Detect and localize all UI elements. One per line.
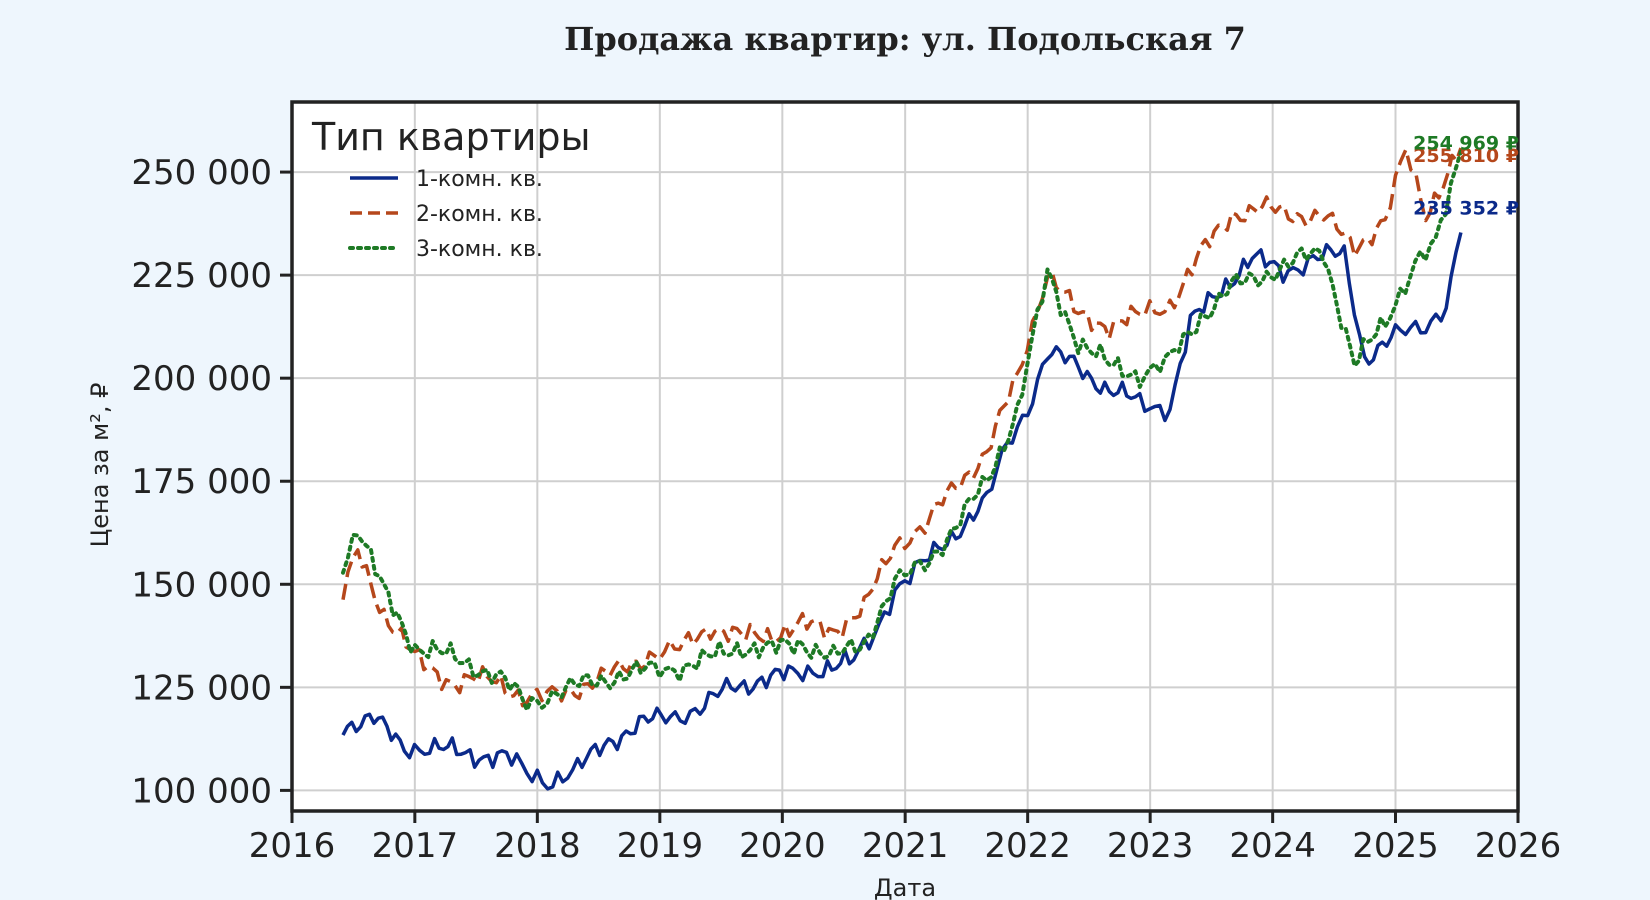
end-labels: 235 352 ₽ 255 810 ₽254 969 ₽ [1413, 133, 1519, 220]
y-tick-label: 125 000 [131, 668, 272, 708]
y-tick-label: 225 000 [131, 256, 272, 296]
legend-label: 3-комн. кв. [416, 237, 543, 262]
series-line-3 [341, 149, 1463, 712]
x-tick-label: 2017 [372, 826, 459, 866]
legend-title: Тип квартиры [311, 115, 591, 159]
end-value-label: 254 969 ₽ [1413, 133, 1519, 155]
end-value-label: 255 810 ₽ [1413, 145, 1519, 167]
x-tick-label: 2025 [1352, 826, 1439, 866]
legend-label: 1-комн. кв. [416, 167, 543, 192]
series-line-1 [341, 232, 1463, 791]
x-tick-label: 2018 [494, 826, 581, 866]
legend: Тип квартиры 1-комн. кв. 2-комн. кв. 3-ком… [311, 115, 591, 262]
x-axis: 2016 2017 2018 2019 2020 2021 2022 2023 2024 2025… [249, 811, 1562, 866]
x-tick-label: 2016 [249, 826, 336, 866]
series-line-2 [341, 147, 1463, 708]
y-tick-label: 175 000 [131, 462, 272, 502]
x-tick-label: 2024 [1229, 826, 1316, 866]
x-tick-label: 2021 [862, 826, 949, 866]
series [341, 147, 1463, 791]
y-tick-label: 100 000 [131, 771, 272, 811]
y-axis: 100 000 125 000 150 000 175 000 200 000 225 0… [131, 153, 292, 811]
chart-title: Продажа квартир: ул. Подольская 7 [564, 20, 1246, 58]
x-tick-label: 2022 [984, 826, 1071, 866]
y-tick-label: 200 000 [131, 359, 272, 399]
x-axis-label: Дата [874, 874, 936, 900]
y-axis-label: Цена за м², ₽ [86, 383, 114, 548]
y-tick-label: 150 000 [131, 565, 272, 605]
x-tick-label: 2023 [1107, 826, 1194, 866]
plot-frame [290, 100, 1520, 813]
x-tick-label: 2019 [617, 826, 704, 866]
end-value-label: 235 352 ₽ [1413, 197, 1519, 219]
y-tick-label: 250 000 [131, 153, 272, 193]
x-tick-label: 2026 [1475, 826, 1562, 866]
legend-label: 2-комн. кв. [416, 202, 543, 227]
x-tick-label: 2020 [739, 826, 826, 866]
